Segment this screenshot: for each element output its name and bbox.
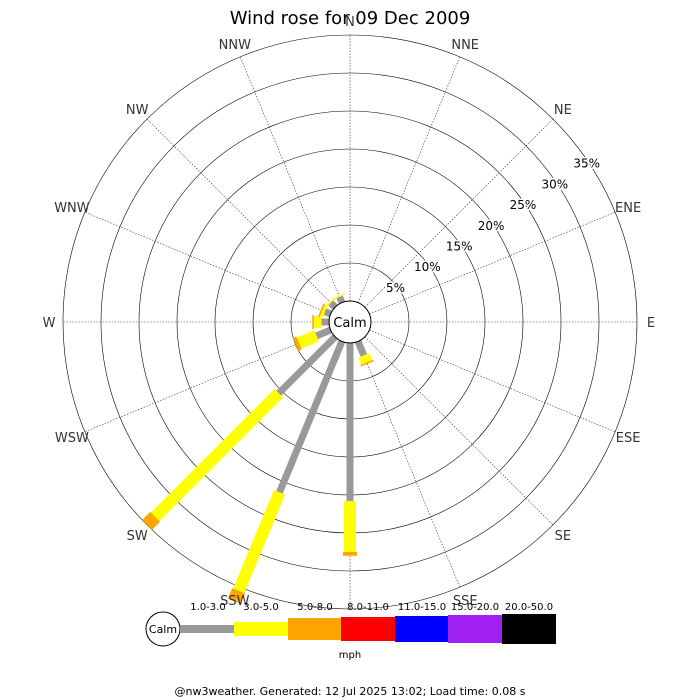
legend-label-3.0-5.0: 3.0-5.0 bbox=[243, 602, 278, 613]
legend-label-20.0-50.0: 20.0-50.0 bbox=[505, 602, 553, 613]
bar-ssw-3.0-5.0 bbox=[233, 490, 285, 593]
bar-wnw-5.0-8.0 bbox=[318, 303, 325, 317]
radial-tick-label: 25% bbox=[510, 198, 537, 212]
radial-tick-label: 15% bbox=[446, 239, 473, 253]
bar-sw-3.0-5.0 bbox=[150, 389, 283, 522]
bar-ssw-1.0-3.0 bbox=[276, 340, 346, 494]
legend-label-11.0-15.0: 11.0-15.0 bbox=[398, 602, 446, 613]
legend-swatch-8.0-11.0 bbox=[341, 617, 395, 641]
direction-label-se: SE bbox=[555, 529, 571, 544]
bar-ssw-5.0-8.0 bbox=[227, 587, 246, 604]
legend-calm-label: Calm bbox=[149, 623, 177, 636]
direction-label-e: E bbox=[647, 316, 655, 331]
radial-tick-label: 30% bbox=[541, 177, 568, 191]
radial-tick-label: 10% bbox=[414, 260, 441, 274]
bar-sse-1.0-3.0 bbox=[354, 340, 368, 357]
spoke-ne bbox=[364, 118, 554, 308]
bar-sse-5.0-8.0 bbox=[360, 359, 374, 367]
bar-wnw-3.0-5.0 bbox=[319, 304, 328, 318]
bar-wnw-1.0-3.0 bbox=[323, 308, 332, 318]
bar-nw-3.0-5.0 bbox=[325, 297, 336, 308]
bar-nnw-3.0-5.0 bbox=[333, 293, 346, 300]
direction-label-nne: NNE bbox=[451, 38, 479, 53]
spoke-nw bbox=[146, 118, 336, 308]
legend-swatch-15.0-20.0 bbox=[448, 615, 502, 643]
legend-swatch-11.0-15.0 bbox=[395, 616, 448, 642]
legend: Calm 1.0-3.0 3.0-5.0 5.0-8.0 8.0-11.0 11.0-15… bbox=[145, 602, 556, 661]
legend-label-15.0-20.0: 15.0-20.0 bbox=[451, 602, 499, 613]
direction-label-sse: SSE bbox=[453, 594, 478, 609]
bar-sw-5.0-8.0 bbox=[142, 511, 161, 530]
spoke-wnw bbox=[84, 211, 331, 315]
bar-sw-1.0-3.0 bbox=[276, 334, 338, 396]
bar-wsw-5.0-8.0 bbox=[292, 336, 302, 352]
legend-swatch-20.0-50.0 bbox=[502, 614, 556, 644]
direction-label-sw: SW bbox=[127, 529, 148, 544]
legend-label-5.0-8.0: 5.0-8.0 bbox=[297, 602, 332, 613]
direction-label-nnw: NNW bbox=[219, 38, 251, 53]
spoke-wsw bbox=[84, 329, 331, 433]
spoke-nne bbox=[357, 56, 461, 303]
radial-tick-label: 35% bbox=[573, 157, 600, 171]
legend-label-1.0-3.0: 1.0-3.0 bbox=[190, 602, 225, 613]
spoke-ese bbox=[369, 329, 616, 433]
radial-tick-label: 20% bbox=[478, 219, 505, 233]
spoke-nnw bbox=[239, 56, 343, 303]
bar-sse-3.0-5.0 bbox=[358, 353, 373, 365]
legend-swatch-1.0-3.0 bbox=[180, 625, 234, 633]
bar-nw-1.0-3.0 bbox=[328, 300, 338, 310]
legend-swatch-5.0-8.0 bbox=[288, 618, 341, 640]
direction-label-w: W bbox=[43, 316, 56, 331]
chart-title: Wind rose for 09 Dec 2009 bbox=[230, 8, 471, 29]
direction-label-nw: NW bbox=[126, 103, 149, 118]
calm-circle: Calm bbox=[328, 300, 372, 344]
direction-label-wsw: WSW bbox=[55, 431, 89, 446]
direction-label-n: N bbox=[345, 15, 355, 30]
direction-label-ene: ENE bbox=[615, 201, 641, 216]
grid-ring bbox=[62, 34, 638, 610]
radial-tick-label: 5% bbox=[386, 281, 405, 295]
legend-label-8.0-11.0: 8.0-11.0 bbox=[347, 602, 389, 613]
footer-text: @nw3weather. Generated: 12 Jul 2025 13:0… bbox=[175, 685, 526, 698]
bar-nnw-1.0-3.0 bbox=[336, 295, 346, 304]
calm-label: Calm bbox=[333, 316, 366, 331]
spoke-se bbox=[364, 336, 554, 526]
bar-wsw-3.0-5.0 bbox=[296, 330, 319, 349]
legend-units-label: mph bbox=[339, 650, 361, 661]
bar-wsw-1.0-3.0 bbox=[315, 326, 332, 340]
legend-swatch-3.0-5.0 bbox=[234, 622, 288, 636]
direction-label-ese: ESE bbox=[616, 431, 641, 446]
direction-label-ne: NE bbox=[554, 103, 572, 118]
spoke-ene bbox=[369, 211, 616, 315]
direction-label-ssw: SSW bbox=[220, 594, 250, 609]
spoke-sse bbox=[357, 341, 461, 588]
direction-label-wnw: WNW bbox=[54, 201, 90, 216]
